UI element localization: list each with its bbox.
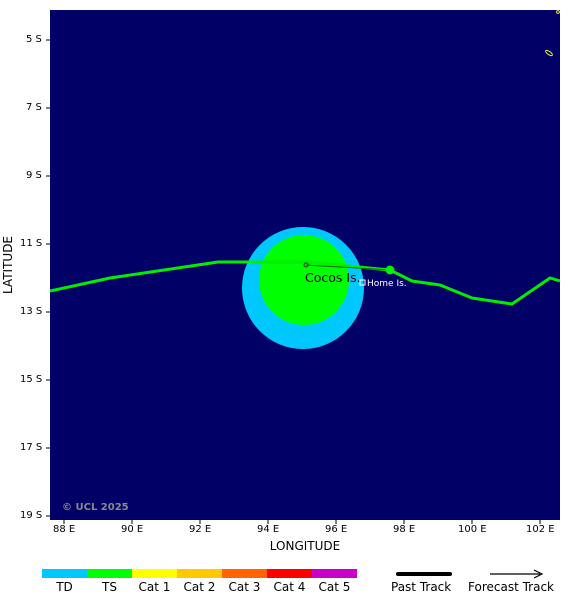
map-canvas: Cocos Is. Home Is. [50,10,560,349]
copyright-label: © UCL 2025 [62,502,129,513]
lat-tick-label: 7 S [26,102,42,113]
legend-label-ts: TS [102,580,117,594]
lat-tick-label: 13 S [20,306,43,317]
current-position-marker[interactable] [385,265,395,275]
lat-tick-label: 11 S [20,238,43,249]
lat-tick-label: 5 S [26,34,42,45]
track-connector-line [305,264,391,271]
cocos-island-marker [303,262,309,268]
lon-tick-label: 88 E [53,524,76,535]
lat-tick-label: 17 S [20,442,43,453]
legend-label-cat3: Cat 3 [228,580,261,594]
home-island-marker [359,279,366,286]
x-axis-title: LONGITUDE [269,539,341,553]
map-area[interactable]: Cocos Is. Home Is. © UCL 2025 [50,10,560,520]
legend-swatch-td [42,569,87,578]
lat-tick-label: 19 S [20,510,43,521]
legend-swatch-cat3 [222,569,267,578]
y-axis-title: LATITUDE [1,235,15,295]
cocos-island-label: Cocos Is. [305,270,361,285]
forecast-track-arrow-icon [490,569,544,579]
lon-tick-label: 94 E [257,524,280,535]
legend-swatch-ts [87,569,132,578]
lat-tick-label: 9 S [26,170,42,181]
home-island-label: Home Is. [367,279,407,289]
ts-wind-radius [259,235,349,325]
legend-label-cat4: Cat 4 [273,580,306,594]
legend-label-cat2: Cat 2 [183,580,216,594]
lat-tick-label: 15 S [20,374,43,385]
lon-tick-label: 96 E [325,524,348,535]
legend-swatch-cat1 [132,569,177,578]
legend-swatch-cat2 [177,569,222,578]
lon-tick-label: 100 E [458,524,487,535]
forecast-track-label: Forecast Track [468,580,554,594]
storm-track-line [50,260,560,306]
legend-label-cat1: Cat 1 [138,580,171,594]
lon-tick-label: 92 E [189,524,212,535]
lon-tick-label: 98 E [393,524,416,535]
past-track-line-icon [396,572,452,576]
lon-tick-label: 90 E [121,524,144,535]
legend-label-cat5: Cat 5 [318,580,351,594]
legend-swatch-cat5 [312,569,357,578]
legend-label-td: TD [56,580,73,594]
past-track-label: Past Track [391,580,452,594]
island-shape [556,10,560,14]
island-shape [545,49,553,57]
legend-swatch-cat4 [267,569,312,578]
lon-tick-label: 102 E [526,524,555,535]
